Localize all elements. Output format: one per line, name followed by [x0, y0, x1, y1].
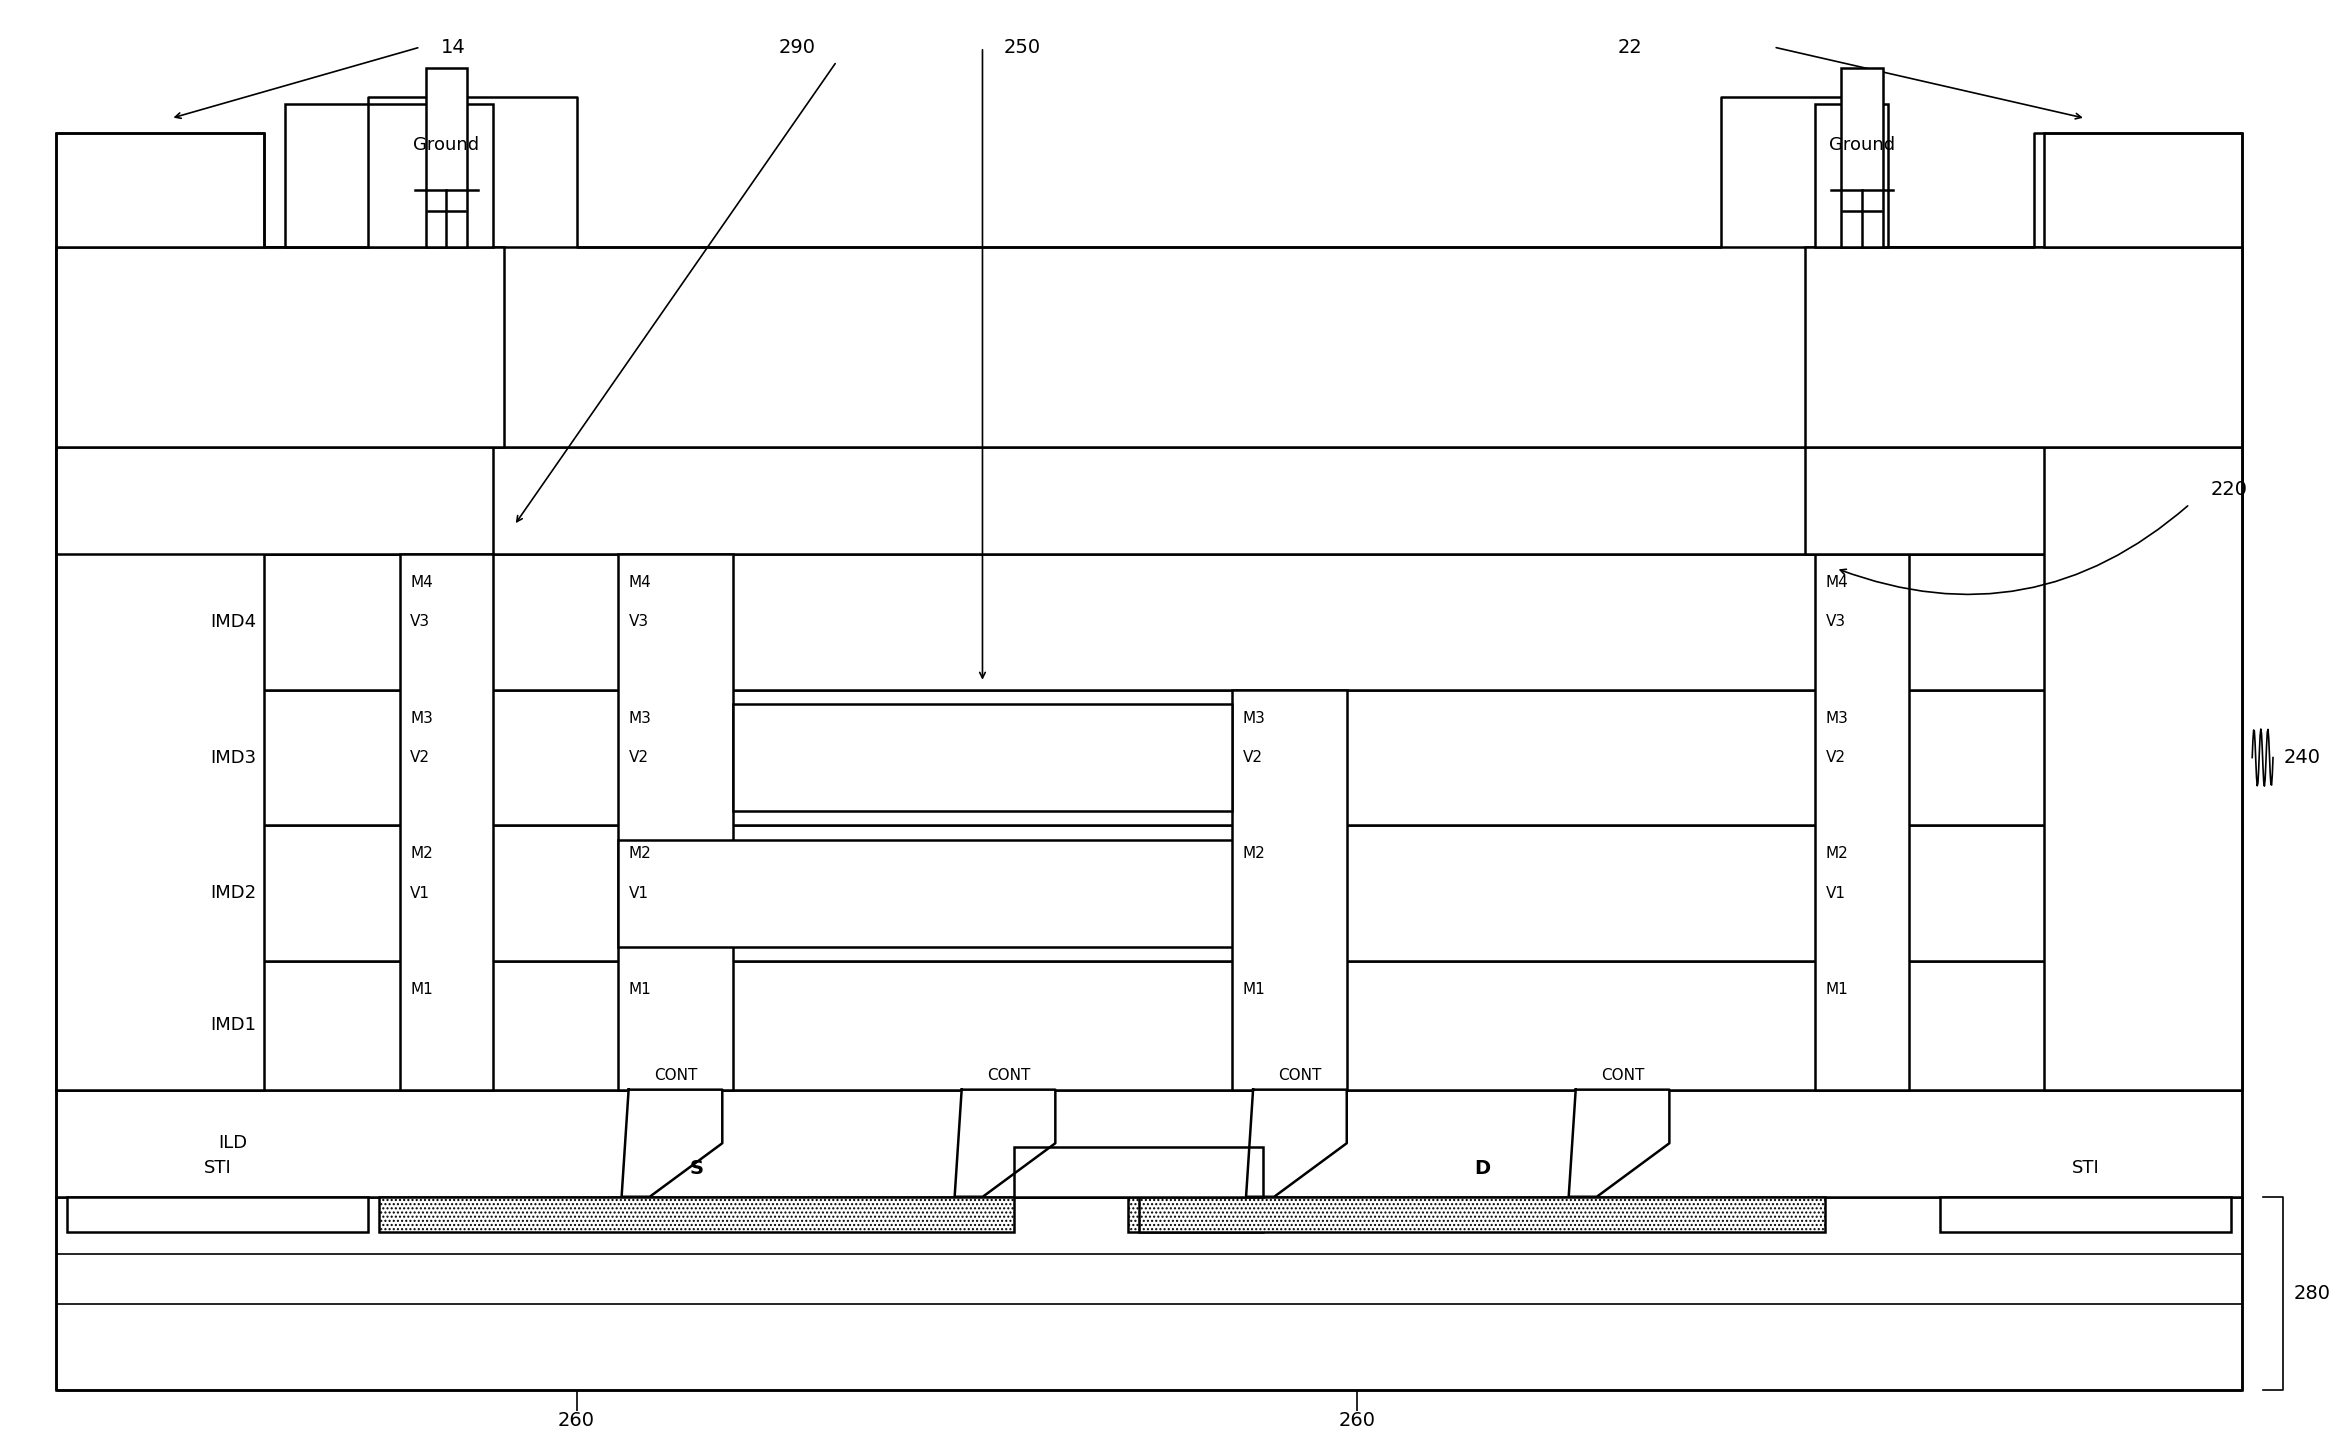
Text: M2: M2: [1826, 846, 1849, 862]
Text: 240: 240: [2284, 748, 2321, 767]
Bar: [56, 961, 2242, 1089]
Text: M2: M2: [1242, 846, 1266, 862]
Text: M3: M3: [411, 711, 432, 725]
Text: V1: V1: [411, 886, 430, 901]
Bar: [56, 448, 493, 554]
Polygon shape: [621, 1089, 722, 1197]
Text: M3: M3: [628, 711, 651, 725]
Bar: [1013, 1147, 1263, 1197]
Bar: [1840, 69, 1882, 248]
Text: M1: M1: [411, 983, 432, 997]
Text: M1: M1: [1242, 983, 1266, 997]
Text: 260: 260: [558, 1412, 595, 1430]
Text: IMD3: IMD3: [210, 748, 257, 767]
Text: CONT: CONT: [988, 1068, 1030, 1082]
Bar: [1940, 1197, 2232, 1232]
Bar: [1814, 554, 1908, 1089]
Bar: [619, 840, 1336, 947]
Text: V3: V3: [628, 614, 649, 629]
Bar: [285, 104, 493, 248]
Text: 280: 280: [2293, 1284, 2330, 1302]
Text: IMD2: IMD2: [210, 885, 257, 902]
Bar: [56, 132, 264, 248]
Text: M4: M4: [411, 576, 432, 590]
Text: M1: M1: [628, 983, 651, 997]
Bar: [399, 554, 493, 1089]
Text: 250: 250: [1004, 37, 1041, 56]
Text: CONT: CONT: [654, 1068, 698, 1082]
Bar: [2043, 448, 2242, 1089]
Text: M3: M3: [1826, 711, 1849, 725]
Bar: [56, 448, 2242, 554]
Polygon shape: [1247, 1089, 1347, 1197]
Text: M2: M2: [628, 846, 651, 862]
Bar: [1814, 104, 1889, 248]
Text: ILD: ILD: [219, 1134, 248, 1153]
Bar: [1805, 248, 2242, 448]
Bar: [68, 1197, 369, 1232]
Text: V2: V2: [1826, 750, 1845, 766]
Bar: [733, 704, 1233, 812]
Bar: [56, 1197, 2242, 1390]
Text: IMD1: IMD1: [210, 1016, 257, 1035]
Bar: [1139, 1197, 1826, 1232]
Text: CONT: CONT: [1277, 1068, 1322, 1082]
Text: M3: M3: [1242, 711, 1266, 725]
Bar: [56, 689, 2242, 826]
Text: 220: 220: [2211, 481, 2249, 499]
Text: V3: V3: [1826, 614, 1845, 629]
Text: 290: 290: [780, 37, 815, 56]
Bar: [378, 1197, 1013, 1232]
Bar: [56, 248, 504, 448]
Text: 14: 14: [441, 37, 467, 56]
Text: V2: V2: [411, 750, 430, 766]
Text: S: S: [689, 1158, 703, 1177]
Bar: [56, 248, 2242, 448]
Text: Ground: Ground: [1828, 137, 1896, 154]
Text: V1: V1: [1826, 886, 1845, 901]
Text: M4: M4: [1826, 576, 1849, 590]
Text: D: D: [1473, 1158, 1490, 1177]
Bar: [1805, 448, 2242, 554]
Bar: [56, 554, 2242, 689]
Text: M4: M4: [628, 576, 651, 590]
Text: STI: STI: [203, 1160, 231, 1177]
Bar: [425, 69, 467, 248]
Bar: [56, 826, 2242, 961]
Text: V1: V1: [628, 886, 649, 901]
Text: 22: 22: [1618, 37, 1642, 56]
Bar: [56, 448, 264, 1089]
Text: M2: M2: [411, 846, 432, 862]
Polygon shape: [56, 96, 2242, 448]
Bar: [1233, 689, 1347, 1089]
Text: STI: STI: [2071, 1160, 2099, 1177]
Text: M1: M1: [1826, 983, 1849, 997]
Text: CONT: CONT: [1602, 1068, 1644, 1082]
Bar: [2043, 132, 2242, 248]
Text: Ground: Ground: [413, 137, 479, 154]
Text: V2: V2: [628, 750, 649, 766]
Text: 260: 260: [1338, 1412, 1375, 1430]
Bar: [619, 554, 733, 1089]
Text: IMD4: IMD4: [210, 613, 257, 630]
Text: V2: V2: [1242, 750, 1263, 766]
Bar: [56, 1089, 2242, 1197]
Bar: [1128, 1197, 1263, 1232]
Polygon shape: [955, 1089, 1055, 1197]
Polygon shape: [1569, 1089, 1670, 1197]
Text: V3: V3: [411, 614, 430, 629]
